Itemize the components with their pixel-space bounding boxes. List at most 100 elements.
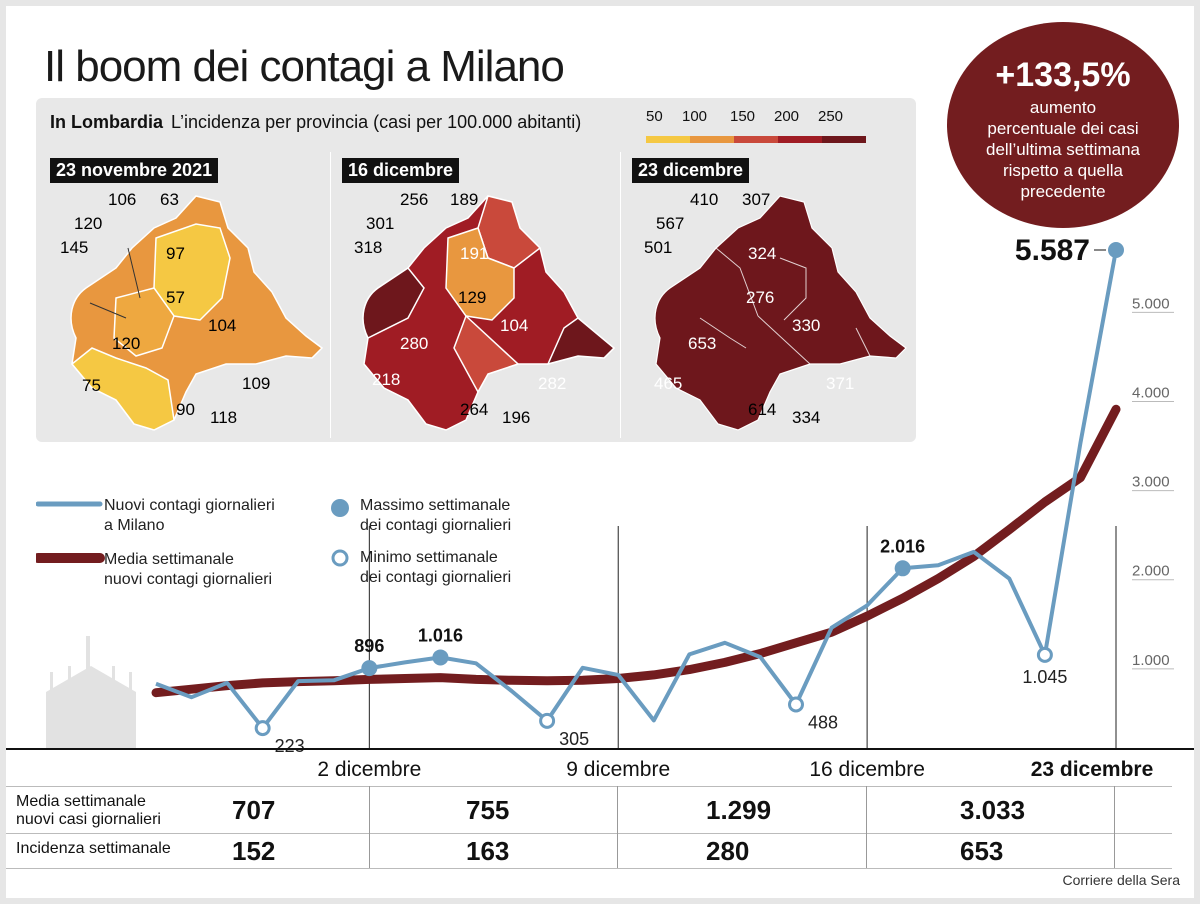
map-panel-subtitle: L’incidenza per provincia (casi per 100.… (171, 112, 582, 132)
map2-value: 280 (400, 334, 429, 353)
map1-value: 90 (176, 400, 195, 419)
map1-value: 145 (60, 238, 89, 257)
max-marker (361, 660, 378, 677)
table-divider (369, 786, 370, 868)
map1-value: 104 (208, 316, 237, 335)
legend-min-label: Minimo settimanale dei contagi giornalie… (360, 549, 512, 586)
map2-value: 301 (366, 214, 395, 233)
min-value-label: 223 (275, 736, 305, 756)
map-leader (89, 302, 127, 319)
map3-value: 334 (792, 408, 821, 427)
table-cell: 1.299 (706, 795, 772, 825)
row-label: Media settimanale nuovi casi giornalieri (16, 793, 161, 828)
x-axis-label: 2 dicembre (317, 758, 421, 781)
map-date-1: 23 novembre 2021 (50, 158, 219, 183)
map-region-south-east (453, 314, 520, 394)
duomo-silhouette (46, 636, 136, 748)
source-credit: Corriere della Sera (1062, 872, 1181, 888)
marker-group: 223 896 1.016 305 488 2.016 1.045 5.587 (254, 234, 1124, 756)
map2-value: 282 (538, 374, 567, 393)
min-marker (788, 696, 804, 713)
map-divider (330, 152, 331, 438)
map1-value: 57 (166, 288, 185, 307)
lombardy-map-dec16 (362, 195, 616, 431)
table-divider (617, 786, 618, 868)
legend-swatch-4 (778, 136, 822, 143)
legend-daily-label: Nuovi contagi giornalieri a Milano (104, 497, 275, 534)
map-date-3: 23 dicembre (632, 158, 750, 183)
max-value-label: 896 (354, 636, 384, 656)
map3-value: 410 (690, 190, 719, 209)
callout-line: dell’ultima settimana (985, 140, 1140, 159)
row-label: Incidenza settimanale (16, 840, 171, 857)
map3-value: 501 (644, 238, 673, 257)
table-row: Incidenza settimanale 152 163 280 653 (6, 832, 1172, 869)
legend-swatch-5 (822, 136, 866, 143)
x-axis-label: 9 dicembre (566, 758, 670, 781)
y-tick-label: 5.000 (1132, 295, 1170, 312)
map3-value: 567 (656, 214, 685, 233)
table-divider (1114, 786, 1115, 868)
map2-value: 189 (450, 190, 479, 209)
legend-label-100: 100 (682, 108, 708, 125)
min-marker (1036, 646, 1053, 663)
table-row: Media settimanale nuovi casi giornalieri… (6, 786, 1172, 834)
map-region-milan (113, 287, 175, 357)
table-cell: 152 (232, 836, 276, 866)
min-value-label: 305 (559, 729, 589, 749)
legend-swatch-1 (646, 136, 690, 143)
table-cell: 707 (232, 795, 276, 825)
increase-callout: +133,5% aumento percentuale dei casi del… (947, 22, 1179, 228)
min-value-label: 1.045 (1022, 667, 1067, 687)
map3-value: 307 (742, 190, 771, 209)
lombardy-map-dec23 (654, 195, 907, 431)
y-tick-label: 1.000 (1132, 652, 1170, 669)
page-title: Il boom dei contagi a Milano (44, 42, 565, 91)
daily-line-group (155, 249, 1118, 731)
map-borders (699, 247, 871, 365)
table-cell: 755 (466, 795, 510, 825)
max-marker (432, 649, 449, 666)
map2-value: 191 (460, 244, 489, 263)
map2-value: 218 (372, 370, 401, 389)
map1-value: 106 (108, 190, 137, 209)
callout-line: aumento (1029, 98, 1097, 117)
lombardy-map-nov23 (70, 195, 324, 431)
legend-label-150: 150 (730, 108, 756, 125)
callout-line: percentuale dei casi (987, 119, 1139, 138)
legend-average-label: Media settimanale nuovi contagi giornali… (104, 551, 273, 588)
map3-value: 276 (746, 288, 775, 307)
min-value-label: 488 (808, 713, 838, 733)
daily-series-line (155, 249, 1118, 731)
map1-value: 118 (210, 408, 238, 427)
map-divider (620, 152, 621, 438)
callout-line: rispetto a quella (1002, 161, 1124, 180)
table-cell: 653 (960, 836, 1004, 866)
legend-swatch-3 (734, 136, 778, 143)
min-marker (539, 712, 556, 729)
x-axis-labels: 2 dicembre 9 dicembre 16 dicembre 23 dicemb… (317, 758, 1153, 781)
map3-value: 330 (792, 316, 821, 335)
chart-legend-swatches (36, 501, 105, 563)
y-tick-label: 2.000 (1132, 563, 1170, 580)
max-value-label: 2.016 (880, 536, 925, 556)
map3-value: 371 (826, 374, 855, 393)
map1-value: 120 (112, 334, 141, 353)
callout-line: precedente (1020, 182, 1106, 201)
map-region-all (654, 195, 907, 431)
map-panel-region: In Lombardia (50, 112, 164, 132)
legend-min-marker (331, 549, 349, 567)
map-date-2: 16 dicembre (342, 158, 460, 183)
callout-text: aumento percentuale dei casi dell’ultima… (947, 97, 1179, 202)
table-cell: 280 (706, 836, 750, 866)
map-leader (127, 247, 141, 299)
map-region-mantova (546, 317, 616, 366)
y-tick-label: 4.000 (1132, 384, 1170, 401)
map2-value: 318 (354, 238, 383, 257)
legend-max-label: Massimo settimanale dei contagi giornali… (360, 497, 512, 534)
legend-label-250: 250 (818, 108, 844, 125)
map3-value: 465 (654, 374, 683, 393)
callout-value: +133,5% (995, 56, 1131, 94)
map2-value: 129 (458, 288, 487, 307)
x-axis-label: 16 dicembre (809, 758, 925, 781)
